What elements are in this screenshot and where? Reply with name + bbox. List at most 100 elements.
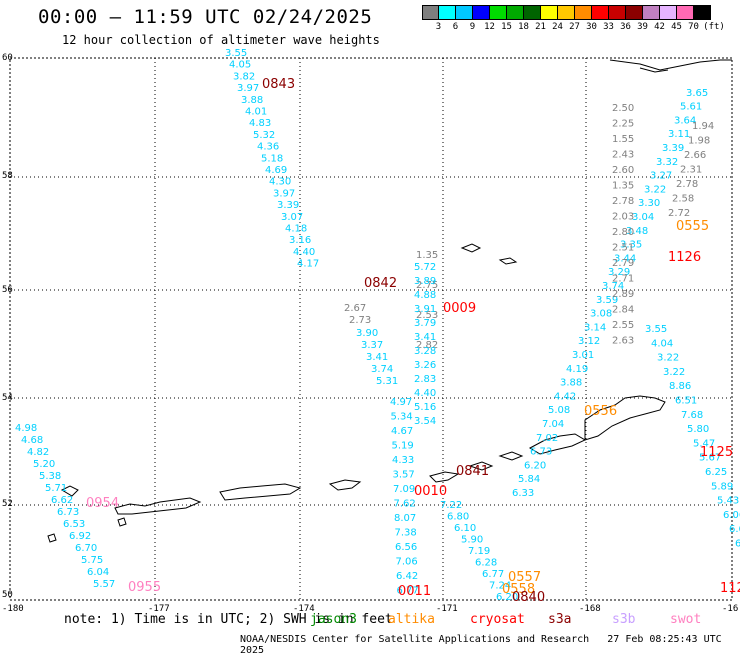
legend-tick-label: 18 (518, 22, 529, 32)
legend-swatch (524, 5, 541, 20)
wave-height-value: 4.01 (245, 107, 267, 118)
wave-height-value: 5.18 (261, 153, 283, 164)
legend-swatch (643, 5, 660, 20)
legend-swatch (660, 5, 677, 20)
wave-height-value: 5.08 (548, 405, 570, 416)
wave-height-value: 3.48 (626, 226, 648, 237)
pass-time-label: 0009 (443, 301, 476, 316)
wave-height-value: 7.04 (542, 419, 564, 430)
wave-height-value: 7.06 (396, 557, 418, 568)
wave-height-value: 5.71 (45, 483, 67, 494)
wave-height-value: 3.64 (674, 115, 696, 126)
legend-tick-label: 21 (535, 22, 546, 32)
wave-height-value: 5.43 (717, 496, 739, 507)
wave-height-value: 6.51 (675, 396, 697, 407)
legend-tick-label: 15 (501, 22, 512, 32)
legend-swatch (439, 5, 456, 20)
pass-time-label: 0841 (456, 464, 489, 479)
legend-tick-label: 6 (452, 22, 459, 32)
legend-tick-label: 24 (552, 22, 563, 32)
pass-time-label: 0843 (262, 77, 295, 92)
legend-swatch (507, 5, 524, 20)
wave-height-value: 2.72 (668, 208, 690, 219)
wave-height-value: 3.07 (281, 212, 303, 223)
wave-height-value: 5.31 (376, 376, 398, 387)
x-tick-label: -171 (436, 604, 458, 614)
wave-height-value: 3.22 (663, 367, 685, 378)
wave-height-value: 5.57 (93, 579, 115, 590)
credit-agency: NOAA/NESDIS Center for Satellite Applica… (240, 634, 590, 645)
wave-height-value: 2.78 (612, 196, 634, 207)
coastline (429, 471, 460, 483)
pass-time-label: 0955 (128, 580, 161, 595)
wave-height-value: 4.05 (229, 60, 251, 71)
y-tick-label: 56 (2, 285, 13, 295)
wave-height-value: 5.16 (414, 402, 436, 413)
wave-height-value: 3.88 (241, 95, 263, 106)
pass-time-label: 0556 (584, 404, 617, 419)
wave-height-value: 2.25 (612, 119, 634, 130)
satellite-legend-item: swot (670, 612, 702, 627)
wave-height-value: 4.36 (257, 142, 279, 153)
wave-height-value: 2.60 (612, 165, 634, 176)
wave-height-value: 4.04 (651, 338, 673, 349)
wave-height-value: 3.41 (366, 352, 388, 363)
color-legend (422, 5, 711, 20)
wave-height-value: 6.73 (530, 447, 552, 458)
chart-subtitle: 12 hour collection of altimeter wave hei… (62, 33, 380, 47)
wave-height-value: 5.75 (81, 555, 103, 566)
legend-swatch (626, 5, 643, 20)
wave-height-value: 4.98 (15, 423, 37, 434)
wave-height-value: 6.62 (51, 495, 73, 506)
legend-tick-label: 36 (620, 22, 631, 32)
x-tick-label: -177 (148, 604, 170, 614)
wave-height-value: 1.55 (612, 134, 634, 145)
wave-height-value: 7.68 (681, 410, 703, 421)
wave-height-value: 6.04 (87, 567, 109, 578)
y-tick-label: 60 (2, 53, 13, 63)
wave-height-value: 6.10 (454, 523, 476, 534)
wave-height-value: 5.19 (392, 441, 414, 452)
wave-height-value: 6.28 (475, 558, 497, 569)
coastline (609, 59, 732, 71)
wave-height-value: 4.40 (293, 247, 315, 258)
pass-time-label: 0557 (508, 570, 541, 585)
legend-swatch (422, 5, 439, 20)
coastline (117, 517, 127, 527)
x-tick-label: -16 (722, 604, 738, 614)
y-tick-label: 58 (2, 171, 13, 181)
wave-height-value: 4.30 (269, 177, 291, 188)
wave-height-value: 1.94 (692, 121, 714, 132)
wave-height-value: 4.17 (297, 259, 319, 270)
legend-swatch (694, 5, 711, 20)
legend-tick-label: 33 (603, 22, 614, 32)
wave-height-value: 4.19 (566, 364, 588, 375)
wave-height-value: 6.25 (705, 467, 727, 478)
wave-height-value: 2.75 (416, 280, 438, 291)
wave-height-value: 3.28 (414, 346, 436, 357)
wave-height-value: 3.22 (644, 184, 666, 195)
wave-height-value: 7.19 (468, 546, 490, 557)
coastline (498, 451, 524, 461)
wave-height-value: 3.57 (393, 470, 415, 481)
wave-height-value: 5.67 (699, 453, 721, 464)
pass-time-label: 0840 (512, 590, 545, 605)
wave-height-value: 3.04 (632, 212, 654, 223)
wave-height-value: 7.22 (440, 500, 462, 511)
wave-height-value: 3.55 (645, 324, 667, 335)
wave-height-value: 3.30 (638, 198, 660, 209)
legend-swatch (609, 5, 626, 20)
wave-height-value: 7.62 (394, 499, 416, 510)
wave-height-value: 5.80 (687, 424, 709, 435)
wave-height-value: 3.27 (650, 171, 672, 182)
wave-height-value: 6.56 (395, 542, 417, 553)
wave-height-value: 7.38 (395, 528, 417, 539)
chart-title: 00:00 – 11:59 UTC 02/24/2025 (38, 6, 373, 28)
wave-height-value: 4.68 (21, 435, 43, 446)
wave-height-value: 3.11 (668, 129, 690, 140)
legend-swatch (456, 5, 473, 20)
legend-swatch (558, 5, 575, 20)
pass-time-label: 1125 (700, 445, 733, 460)
legend-swatch (473, 5, 490, 20)
